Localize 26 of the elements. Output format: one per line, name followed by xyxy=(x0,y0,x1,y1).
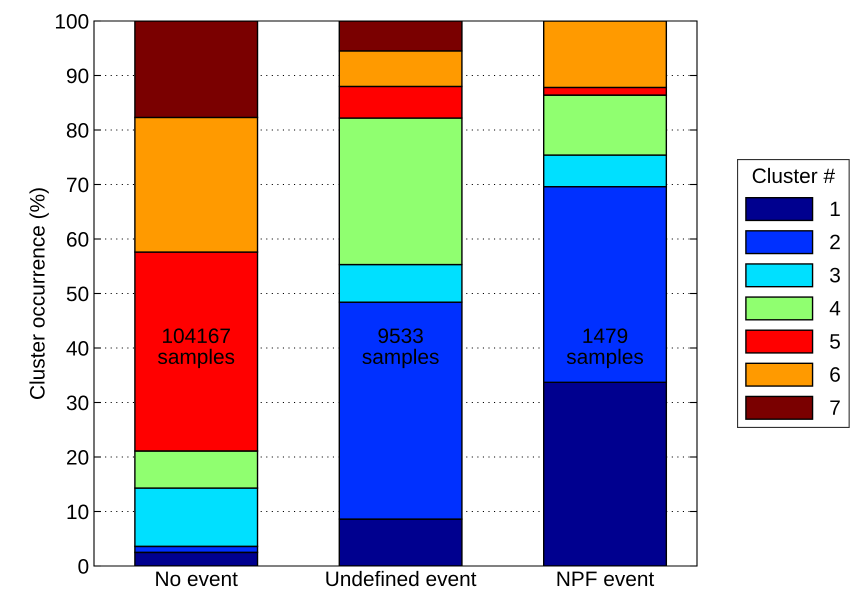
legend-label: 2 xyxy=(830,234,840,250)
annotation: 104167 samples xyxy=(158,328,234,368)
legend-label: 5 xyxy=(830,334,840,349)
annotation: 1479 samples xyxy=(566,328,644,368)
x-tick-label: Undefined event xyxy=(326,570,476,586)
legend-label: 1 xyxy=(830,202,840,216)
legend-label: 6 xyxy=(830,367,840,382)
y-tick-label: 80 xyxy=(66,123,88,138)
y-tick-label: 0 xyxy=(78,559,88,574)
annotation: 9533 samples xyxy=(362,328,439,368)
x-tick-label: No event xyxy=(156,572,238,586)
legend-label: 3 xyxy=(830,268,840,282)
y-tick-label: 30 xyxy=(66,396,88,410)
y-tick-label: 60 xyxy=(67,232,88,247)
y-tick-label: 40 xyxy=(66,341,88,356)
y-tick-label: 10 xyxy=(68,504,88,520)
y-axis-title: Cluster occurrence (%) xyxy=(29,188,49,399)
y-tick-label: 100 xyxy=(56,14,88,29)
y-tick-label: 70 xyxy=(67,178,88,192)
x-tick-label: NPF event xyxy=(558,572,654,586)
legend-title: Cluster # xyxy=(752,168,835,184)
y-tick-label: 20 xyxy=(67,450,88,465)
legend-label: 4 xyxy=(830,301,840,316)
legend-label: 7 xyxy=(830,400,840,415)
y-tick-label: 90 xyxy=(66,68,88,84)
y-tick-label: 50 xyxy=(66,286,88,302)
